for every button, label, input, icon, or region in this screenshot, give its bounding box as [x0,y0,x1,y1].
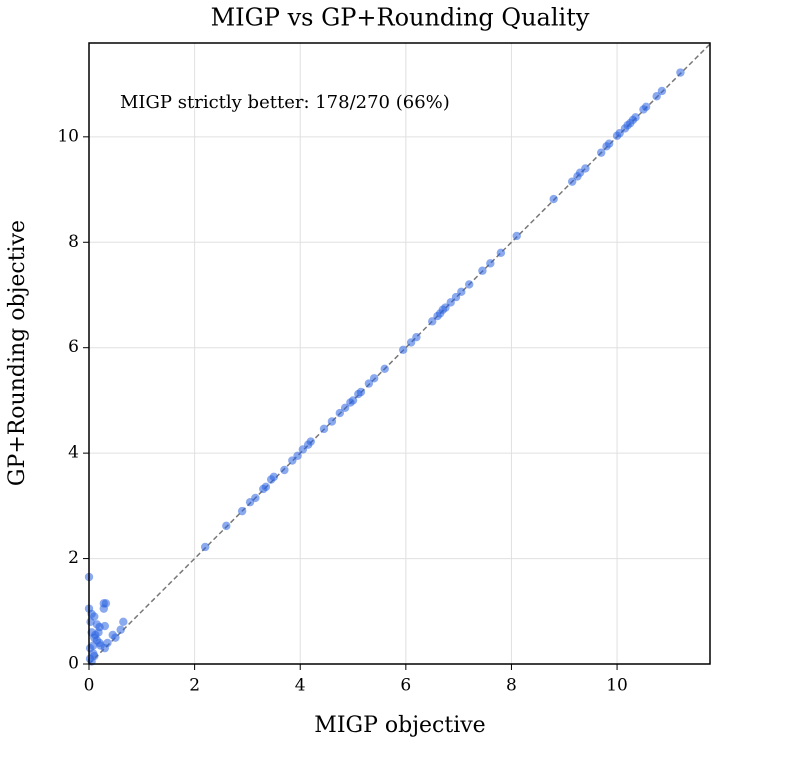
point [356,387,366,397]
point [89,641,98,650]
point [99,604,108,613]
point [116,625,125,634]
point [652,92,661,101]
y-tick-label: 0 [68,654,79,674]
chart-title: MIGP vs GP+Rounding Quality [211,4,590,32]
point [251,493,260,503]
y-tick-label: 2 [68,548,79,568]
point [340,403,350,412]
point [465,280,474,289]
point [478,266,487,275]
point [327,417,337,426]
point [441,303,450,312]
x-tick-label: 2 [189,676,200,696]
point [549,194,558,204]
point [261,482,271,492]
point [581,164,590,173]
point [369,374,379,383]
point [269,472,279,482]
x-tick-label: 4 [295,676,306,696]
point [428,317,437,326]
point [100,643,110,653]
point [457,287,466,297]
point [111,633,120,642]
point [631,113,640,122]
y-axis-label: GP+Rounding objective [5,220,30,486]
point [222,521,231,531]
point [676,68,685,77]
point [293,451,302,460]
point [398,345,408,355]
x-tick-label: 10 [606,676,628,696]
point [604,139,614,148]
x-tick-label: 0 [84,676,95,696]
y-tick-label: 10 [57,126,79,146]
point [406,338,416,347]
point [451,292,461,302]
x-tick-label: 8 [506,676,517,696]
point [597,148,606,157]
point [567,177,577,186]
point [86,617,95,627]
point [446,298,455,307]
point [380,364,389,373]
point [119,617,128,627]
point [335,408,345,418]
point [486,259,495,268]
point [641,102,651,111]
point [657,86,667,96]
x-tick-label: 6 [400,676,411,696]
point [100,621,110,631]
point [319,424,329,434]
point [364,379,374,388]
point [348,396,358,405]
point [496,248,506,258]
plot-frame [88,42,711,665]
point [200,542,210,552]
y-tick-label: 8 [68,232,79,252]
point [306,437,315,446]
point [237,506,247,516]
point [280,465,289,475]
y-tick-label: 6 [68,337,79,357]
annotation: MIGP strictly better: 178/270 (66%) [120,92,450,113]
point [512,231,521,241]
x-axis-label: MIGP objective [314,713,485,738]
y-tick-label: 4 [68,443,79,463]
point [412,332,421,342]
point [94,628,103,637]
